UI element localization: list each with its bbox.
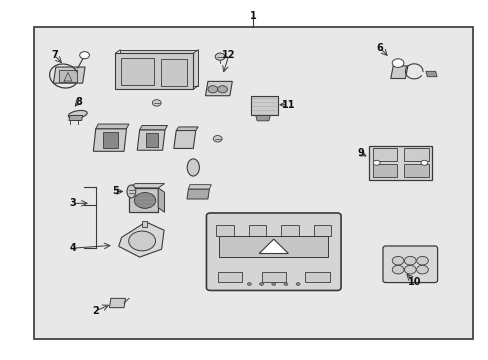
Polygon shape <box>96 124 129 129</box>
Polygon shape <box>129 184 164 188</box>
Bar <box>404 164 427 177</box>
Bar <box>281 225 298 235</box>
Circle shape <box>207 86 217 93</box>
Polygon shape <box>69 116 82 121</box>
Polygon shape <box>115 53 193 89</box>
Circle shape <box>259 283 263 285</box>
Polygon shape <box>140 126 167 130</box>
Polygon shape <box>142 221 147 226</box>
Circle shape <box>247 283 251 285</box>
Bar <box>219 235 328 257</box>
Circle shape <box>215 53 224 60</box>
Text: 7: 7 <box>51 50 58 60</box>
Circle shape <box>80 51 89 59</box>
Polygon shape <box>173 131 195 148</box>
Polygon shape <box>93 129 126 151</box>
Circle shape <box>391 256 403 265</box>
Text: 8: 8 <box>75 97 82 107</box>
Polygon shape <box>368 146 431 180</box>
Text: 5: 5 <box>112 186 119 197</box>
Text: 3: 3 <box>69 198 76 208</box>
Bar <box>217 272 242 282</box>
Polygon shape <box>425 71 436 77</box>
Polygon shape <box>160 59 187 86</box>
Polygon shape <box>137 130 164 150</box>
Circle shape <box>152 100 161 106</box>
Bar <box>372 148 396 161</box>
Circle shape <box>404 256 415 265</box>
Polygon shape <box>255 116 270 121</box>
Text: 1: 1 <box>249 11 256 21</box>
Polygon shape <box>109 298 125 308</box>
Ellipse shape <box>68 111 87 118</box>
FancyBboxPatch shape <box>206 213 340 291</box>
FancyBboxPatch shape <box>382 246 437 283</box>
Circle shape <box>391 265 403 274</box>
Text: 10: 10 <box>407 277 420 287</box>
Text: 4: 4 <box>69 243 76 253</box>
Bar <box>34 27 472 338</box>
Text: 2: 2 <box>92 306 99 316</box>
Circle shape <box>420 160 427 165</box>
Circle shape <box>372 160 379 165</box>
Polygon shape <box>188 185 211 189</box>
Circle shape <box>404 265 415 274</box>
Bar <box>404 148 427 161</box>
Circle shape <box>416 256 427 265</box>
Bar <box>261 272 285 282</box>
Polygon shape <box>145 134 158 147</box>
Ellipse shape <box>127 185 136 198</box>
Text: 11: 11 <box>281 100 295 110</box>
Bar <box>248 225 266 235</box>
Polygon shape <box>120 50 198 86</box>
Polygon shape <box>205 81 232 96</box>
Polygon shape <box>250 96 277 116</box>
Text: 9: 9 <box>356 148 363 158</box>
Circle shape <box>391 59 403 67</box>
Circle shape <box>284 283 287 285</box>
Polygon shape <box>176 127 198 131</box>
Ellipse shape <box>128 231 155 251</box>
Bar <box>305 272 329 282</box>
Circle shape <box>217 86 227 93</box>
Text: 12: 12 <box>222 50 235 60</box>
Bar <box>313 225 330 235</box>
Circle shape <box>416 265 427 274</box>
Polygon shape <box>259 239 288 253</box>
Polygon shape <box>121 58 154 85</box>
Polygon shape <box>186 189 209 199</box>
Polygon shape <box>53 67 85 83</box>
Polygon shape <box>390 66 407 78</box>
Bar <box>372 164 396 177</box>
Polygon shape <box>103 132 118 148</box>
Polygon shape <box>158 188 164 212</box>
Ellipse shape <box>187 159 199 176</box>
Circle shape <box>271 283 275 285</box>
Circle shape <box>134 193 156 208</box>
Polygon shape <box>129 188 158 212</box>
Text: 6: 6 <box>376 43 383 53</box>
Polygon shape <box>59 69 77 82</box>
Bar <box>216 225 233 235</box>
Polygon shape <box>119 222 163 257</box>
Circle shape <box>296 283 300 285</box>
Circle shape <box>213 135 222 142</box>
